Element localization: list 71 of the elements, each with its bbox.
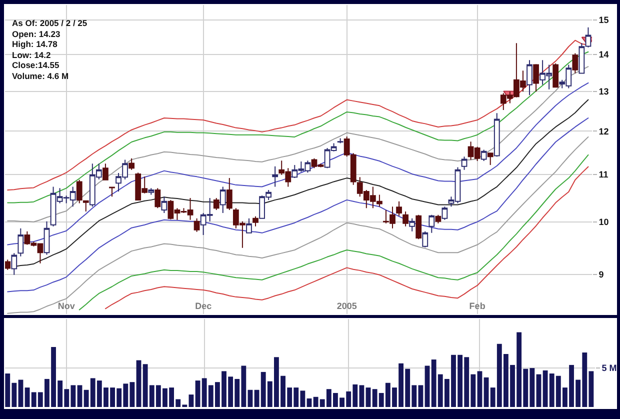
y-tick-label: 11 xyxy=(598,170,608,180)
candlestick xyxy=(552,62,559,88)
candlestick xyxy=(533,64,539,92)
annotation: Open: 14.23 xyxy=(12,29,60,39)
candlestick xyxy=(11,252,18,276)
candlestick xyxy=(409,218,416,232)
bar xyxy=(536,374,542,407)
candlestick xyxy=(442,206,448,220)
y-tick-label: 14 xyxy=(598,50,609,60)
candlestick xyxy=(220,186,226,214)
x-tick-label: 2005 xyxy=(336,301,357,312)
annotation: As Of: 2005 / 2 / 25 xyxy=(12,18,88,28)
candlestick xyxy=(194,218,200,232)
y-tick-label: 13 xyxy=(598,86,609,96)
bar xyxy=(306,398,312,407)
candlestick xyxy=(252,216,258,227)
candlestick xyxy=(161,196,168,214)
candlestick xyxy=(480,149,487,162)
bar xyxy=(195,380,200,407)
candlestick xyxy=(428,214,435,234)
candlestick xyxy=(226,178,232,211)
x-tick-label: Nov xyxy=(58,301,75,312)
candlestick xyxy=(461,156,468,170)
bar xyxy=(424,366,430,407)
annotation: Close:14.55 xyxy=(12,60,60,70)
y-tick-label: 15 xyxy=(598,15,609,26)
y-tick-label: 5 M xyxy=(602,363,617,374)
bar xyxy=(418,385,424,407)
line-series xyxy=(7,82,589,246)
candlestick xyxy=(76,179,82,204)
y-tick-label: 9 xyxy=(598,269,604,280)
bar xyxy=(136,360,142,407)
candlestick xyxy=(5,259,11,270)
candlestick xyxy=(246,218,252,234)
candlestick xyxy=(148,188,154,196)
x-tick-label: Feb xyxy=(469,301,486,312)
candlestick xyxy=(402,211,408,227)
bar xyxy=(77,385,82,407)
candlestick xyxy=(102,163,108,181)
candlestick xyxy=(526,60,532,96)
annotation: High: 14.78 xyxy=(12,39,58,49)
y-tick-label: 10 xyxy=(598,217,609,227)
candlestick xyxy=(494,112,500,158)
candlestick xyxy=(337,138,344,144)
candlestick xyxy=(396,200,402,216)
candlestick xyxy=(109,186,115,198)
bar xyxy=(248,390,253,407)
annotation: Low: 14.2 xyxy=(12,50,52,60)
candlestick xyxy=(416,214,422,240)
bar xyxy=(484,377,489,407)
candlestick xyxy=(213,198,220,211)
candlestick xyxy=(422,230,428,248)
x-tick-label: Dec xyxy=(195,301,212,312)
bar xyxy=(477,371,482,407)
candlestick xyxy=(487,152,494,166)
candlestick xyxy=(154,188,161,209)
line-series xyxy=(7,136,589,314)
bar xyxy=(130,382,135,407)
candlestick xyxy=(18,228,24,257)
bar xyxy=(188,394,194,407)
y-tick-label: 12 xyxy=(598,126,609,136)
candlestick xyxy=(44,220,50,256)
candlestick xyxy=(435,214,442,224)
bar xyxy=(366,388,371,407)
candlestick xyxy=(272,166,278,188)
bar xyxy=(18,380,24,407)
candlestick xyxy=(128,158,135,170)
candlestick xyxy=(572,52,578,74)
candlestick xyxy=(82,200,89,212)
annotation: Volume: 4.6 M xyxy=(12,71,69,81)
line-series xyxy=(7,118,589,292)
